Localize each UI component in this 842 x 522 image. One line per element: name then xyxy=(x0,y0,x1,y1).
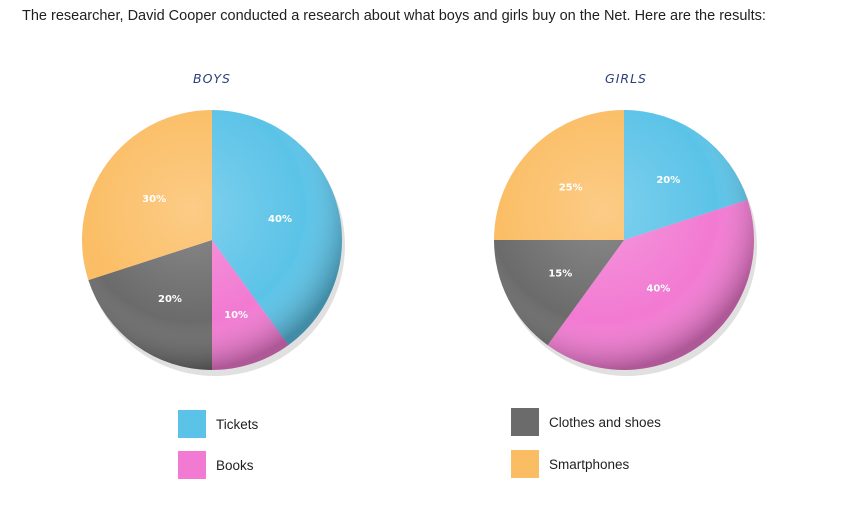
boys-pie-chart: 40%10%20%30% xyxy=(81,110,345,376)
legend-swatch-books xyxy=(178,451,206,479)
legend-swatch-tickets xyxy=(178,410,206,438)
pie-gloss xyxy=(82,110,342,370)
boys-chart-title: BOYS xyxy=(193,71,231,86)
legend-label-clothes-and-shoes: Clothes and shoes xyxy=(549,414,661,430)
intro-text: The researcher, David Cooper conducted a… xyxy=(22,8,766,24)
legend-swatch-clothes-and-shoes xyxy=(511,408,539,436)
legend-item-clothes-and-shoes: Clothes and shoes xyxy=(511,408,661,436)
legend-item-smartphones: Smartphones xyxy=(511,450,629,478)
legend-item-tickets: Tickets xyxy=(178,410,258,438)
legend-label-smartphones: Smartphones xyxy=(549,456,630,472)
legend-label-tickets: Tickets xyxy=(216,416,259,432)
legend-swatch-smartphones xyxy=(511,450,539,478)
girls-chart-title: GIRLS xyxy=(605,71,647,86)
legend-item-books: Books xyxy=(178,451,254,479)
girls-pie-chart: 20%40%15%25% xyxy=(494,110,757,376)
pie-gloss xyxy=(494,110,754,370)
legend-label-books: Books xyxy=(216,457,254,473)
